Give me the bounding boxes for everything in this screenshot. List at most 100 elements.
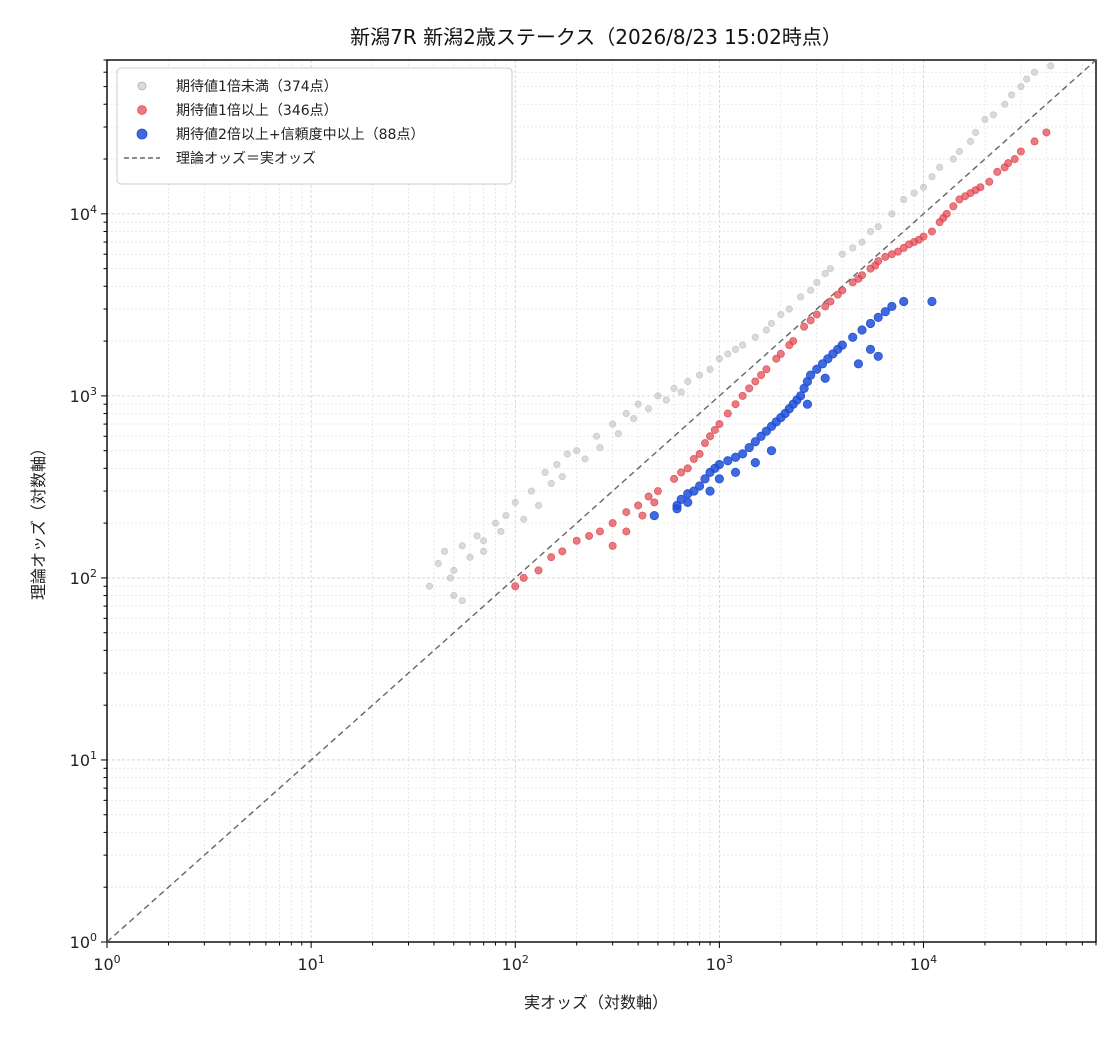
data-point <box>519 573 528 582</box>
data-point <box>723 409 732 418</box>
legend-marker <box>137 105 147 115</box>
data-point <box>440 547 449 555</box>
data-point <box>972 128 980 137</box>
data-point <box>928 173 936 181</box>
x-tick-label: 103 <box>706 953 733 974</box>
legend-marker <box>137 81 147 91</box>
series-3 <box>649 296 937 521</box>
data-point <box>695 371 704 379</box>
data-point <box>738 391 747 400</box>
chart-title: 新潟7R 新潟2歳ステークス（2026/8/23 15:02時点） <box>350 25 842 49</box>
legend-label: 期待値2倍以上+信頼度中以上（88点） <box>176 127 424 143</box>
reference-line <box>106 59 1097 943</box>
data-point <box>910 189 918 197</box>
data-point <box>608 519 617 528</box>
data-point <box>893 247 902 256</box>
data-point <box>585 531 594 540</box>
data-point <box>689 486 699 496</box>
data-point <box>873 312 883 322</box>
data-point <box>762 326 771 334</box>
data-point <box>744 442 754 453</box>
data-point <box>914 235 923 244</box>
x-tick-label: 101 <box>297 953 324 974</box>
data-point <box>989 111 997 119</box>
axis-ticks: 100 101 102 103 104 100 101 102 103 104 <box>70 59 1097 974</box>
data-point <box>812 364 822 374</box>
data-point <box>622 527 631 536</box>
data-point <box>683 497 693 507</box>
data-point <box>723 456 733 466</box>
data-point <box>826 265 835 273</box>
data-point <box>677 388 685 396</box>
data-point <box>919 183 928 191</box>
data-point <box>714 474 724 484</box>
data-point <box>949 202 958 211</box>
data-point <box>821 302 830 311</box>
data-point <box>865 318 876 329</box>
data-point <box>848 332 858 342</box>
data-point <box>672 504 682 514</box>
data-point <box>654 392 662 400</box>
y-tick-label: 101 <box>70 749 97 770</box>
data-point <box>750 437 760 447</box>
y-tick-label: 103 <box>70 385 97 406</box>
data-point <box>458 542 466 550</box>
data-point <box>802 399 813 409</box>
data-point <box>1016 147 1025 156</box>
data-point <box>622 508 631 517</box>
data-point <box>833 290 842 299</box>
data-point <box>865 344 876 355</box>
data-point <box>905 240 914 249</box>
data-point <box>858 238 866 246</box>
data-point <box>807 286 815 294</box>
data-point <box>558 547 567 556</box>
data-point <box>689 455 698 464</box>
data-point <box>644 405 653 413</box>
data-point <box>777 310 785 319</box>
data-point <box>1007 91 1016 99</box>
data-point <box>649 510 659 521</box>
data-point <box>563 450 571 458</box>
data-point <box>446 574 454 582</box>
data-point <box>857 325 867 335</box>
reference-line-group <box>106 59 1097 943</box>
data-point <box>961 192 970 201</box>
data-point <box>622 409 630 418</box>
data-point <box>874 223 882 231</box>
data-point <box>596 443 604 452</box>
data-point <box>881 252 890 261</box>
y-tick-label: 100 <box>70 931 97 952</box>
data-point <box>731 400 740 409</box>
data-point <box>592 432 601 440</box>
data-point <box>706 432 715 441</box>
data-point <box>853 359 864 369</box>
data-point <box>838 250 846 258</box>
data-point <box>662 396 670 404</box>
data-point <box>714 459 724 470</box>
data-point <box>700 474 710 484</box>
data-point <box>450 591 458 600</box>
data-point <box>581 455 589 463</box>
data-point <box>873 351 883 361</box>
data-point <box>547 479 555 488</box>
series-1 <box>425 62 1055 605</box>
x-axis-label: 実オッズ（対数軸） <box>524 993 668 1012</box>
legend: 期待値1倍未満（374点） 期待値1倍以上（346点） 期待値2倍以上+信頼度中以上… <box>116 67 513 185</box>
data-point <box>880 307 890 317</box>
legend-box <box>116 67 513 185</box>
data-point <box>949 155 957 163</box>
series-group <box>425 62 1055 605</box>
data-point <box>527 487 536 495</box>
data-point <box>821 269 829 278</box>
data-point <box>1047 62 1055 70</box>
data-point <box>650 498 659 507</box>
data-point <box>871 261 880 270</box>
data-point <box>899 296 909 307</box>
data-point <box>1030 137 1039 146</box>
data-point <box>981 115 989 124</box>
data-point <box>450 566 458 574</box>
data-point <box>820 373 830 383</box>
data-point <box>684 377 692 386</box>
data-point <box>888 210 896 218</box>
data-point <box>826 297 835 306</box>
